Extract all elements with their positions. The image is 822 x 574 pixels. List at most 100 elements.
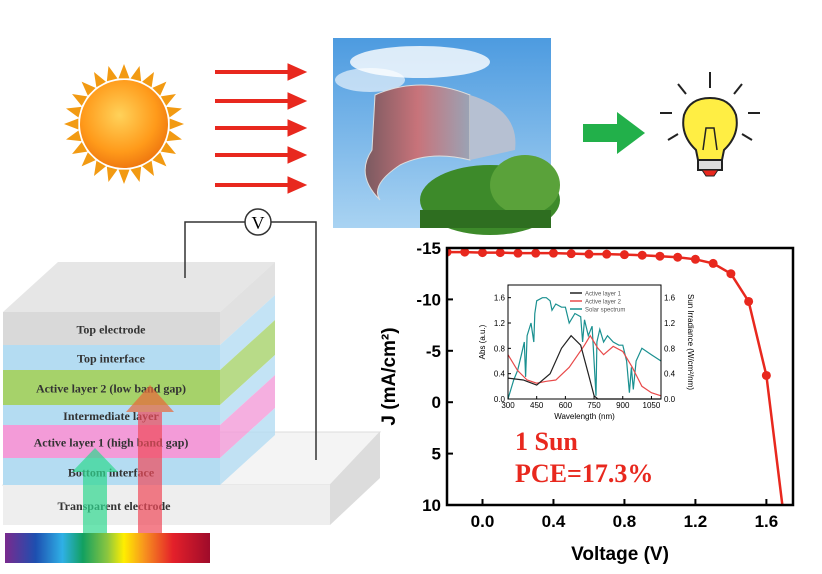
y-tick-label: 1.6: [494, 294, 506, 303]
sun-ray: [94, 72, 106, 88]
layer-side: [220, 355, 275, 425]
sun-ray: [166, 106, 182, 118]
layer-label: Top electrode: [77, 323, 147, 337]
stack-top-face: [3, 262, 275, 312]
sun-ray: [169, 118, 184, 130]
x-tick-label: 1.6: [755, 512, 779, 531]
jv-data-point: [460, 248, 470, 257]
arrow-up-icon: [126, 385, 174, 533]
sun-ray: [160, 142, 176, 154]
x-axis-label: Wavelength (nm): [554, 412, 615, 421]
inset-frame: [507, 284, 662, 400]
arrow-right-icon: [215, 119, 308, 137]
x-tick-label: 900: [616, 401, 630, 410]
x-tick-label: 0.8: [613, 512, 637, 531]
sun-intensity-label: 1 Sun: [515, 427, 578, 456]
arrow-right-icon: [215, 92, 308, 110]
series-active-layer-2: [507, 334, 662, 397]
jv-data-point: [761, 370, 771, 380]
legend-label: Active layer 1: [585, 292, 622, 298]
y-axis-label: J (mA/cm²): [379, 327, 400, 425]
jv-data-point: [744, 296, 754, 306]
arrow-right-icon: [215, 63, 308, 81]
jv-data-point: [602, 249, 612, 259]
x-tick-label: 1050: [643, 401, 661, 410]
sun-ray: [130, 66, 142, 82]
pce-label: PCE=17.3%: [515, 459, 653, 488]
series-active-layer-1: [507, 334, 661, 400]
sun-ray: [81, 152, 96, 167]
x-axis-label: Voltage (V): [571, 544, 669, 565]
jv-data-point: [531, 248, 541, 258]
jv-chart: 0.0 0.4 0.8 1.2 1.6 -15 -10 -5 0 5 10 Voltage (V) J …: [379, 239, 795, 565]
jv-data-point: [690, 254, 700, 264]
jv-data-point: [584, 249, 594, 259]
sun-ray: [81, 81, 96, 96]
light-spectrum-bar: [5, 533, 210, 563]
sun-ray: [94, 160, 106, 176]
light-arrows: [215, 63, 308, 194]
voltmeter-icon: V: [244, 208, 272, 236]
sun-ray: [130, 166, 142, 182]
sun-ray: [160, 94, 176, 106]
plot-frame: [445, 246, 795, 507]
sun-ray: [152, 81, 167, 96]
sun-ray: [106, 166, 118, 182]
y2-tick-label: 0.0: [664, 395, 676, 404]
sun-ray: [106, 66, 118, 82]
layer-side: [220, 262, 275, 345]
jv-data-point: [655, 251, 665, 261]
legend-label: Active layer 2: [585, 300, 622, 306]
layer-transparent-electrode: [3, 485, 330, 525]
layer-1: [3, 312, 220, 345]
y-tick-label: 10: [422, 496, 441, 515]
y2-tick-label: 1.2: [664, 319, 676, 328]
y-tick-label: -15: [416, 239, 441, 258]
layer-label: Active layer 2 (low band gap): [36, 382, 186, 396]
y-tick-label: 0.8: [494, 344, 506, 353]
sun-icon: [64, 64, 184, 184]
y2-tick-label: 0.4: [664, 370, 676, 379]
sun-ray: [72, 94, 88, 106]
y-tick-label: -10: [416, 290, 441, 309]
jv-data-point: [726, 269, 736, 279]
x-tick-label: 0.0: [471, 512, 495, 531]
layer-label: Top interface: [77, 352, 146, 366]
arrow-right-icon: [583, 112, 645, 154]
sun-ray: [118, 64, 130, 79]
layer-label: Intermediate layer: [63, 409, 159, 423]
jv-data-point: [548, 248, 558, 258]
sun-ray: [142, 160, 154, 176]
sun-ray: [66, 130, 82, 142]
layer-2: [3, 345, 220, 370]
jv-data-point: [619, 250, 629, 260]
y-axis-label: Abs (a.u.): [478, 324, 487, 359]
jv-data-point: [477, 248, 487, 258]
sun-ray: [166, 130, 182, 142]
jv-data-point: [637, 250, 647, 260]
sun-ray: [72, 142, 88, 154]
y2-tick-label: 1.6: [664, 294, 676, 303]
jv-data-point: [673, 252, 683, 262]
y-tick-label: 0.0: [494, 395, 506, 404]
x-tick-label: 750: [587, 401, 601, 410]
y-tick-label: 0: [432, 393, 441, 412]
circuit-wire: [184, 221, 317, 460]
jv-data-point: [513, 248, 523, 258]
sun-ray: [142, 72, 154, 88]
layer-side: [220, 375, 275, 458]
x-tick-label: 450: [530, 401, 544, 410]
layer-side: [220, 408, 275, 485]
y2-axis-label: Sun Irradiance (W/cm²/nm): [686, 294, 695, 390]
x-tick-label: 0.4: [542, 512, 566, 531]
layer-side: [220, 295, 275, 370]
arrow-right-icon: [215, 146, 308, 164]
sun-ray: [64, 118, 79, 130]
layer-side: [220, 320, 275, 405]
layer-label: Active layer 1 (high band gap): [34, 436, 189, 450]
lightbulb-icon: [660, 72, 760, 177]
y-tick-label: 5: [432, 445, 441, 464]
sun-ray: [152, 152, 167, 167]
